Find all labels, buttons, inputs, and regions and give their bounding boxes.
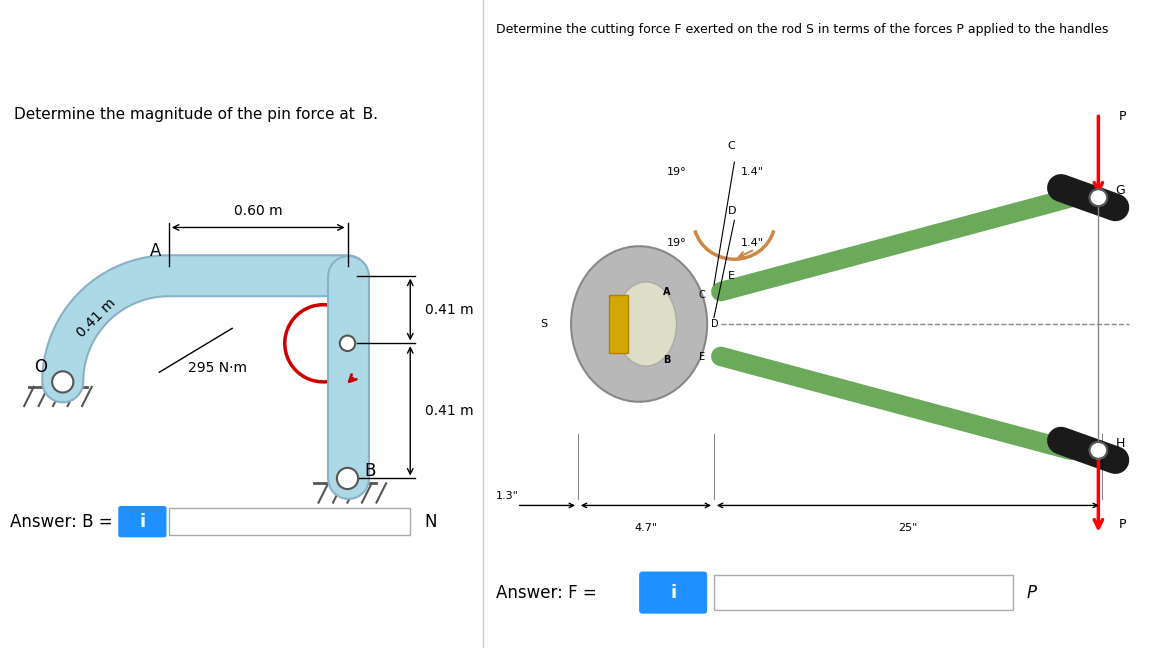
Text: i: i (670, 584, 676, 602)
Text: 1.4": 1.4" (741, 238, 764, 248)
Text: 1.3": 1.3" (497, 491, 519, 501)
Text: 0.41 m: 0.41 m (424, 303, 473, 316)
Circle shape (1090, 442, 1107, 459)
Text: 19°: 19° (666, 238, 686, 248)
Text: A: A (150, 242, 160, 260)
Text: D: D (711, 319, 719, 329)
Text: Answer: F =: Answer: F = (497, 584, 597, 602)
FancyBboxPatch shape (608, 295, 628, 353)
Text: Determine the cutting force F exerted on the rod S in terms of the forces P appl: Determine the cutting force F exerted on… (497, 23, 1108, 36)
Text: 1.4": 1.4" (741, 167, 764, 177)
Text: 25": 25" (898, 524, 918, 533)
Ellipse shape (571, 246, 707, 402)
Text: D: D (728, 206, 736, 216)
FancyBboxPatch shape (640, 572, 707, 614)
Text: i: i (140, 513, 145, 531)
Text: C: C (728, 141, 735, 151)
Text: 295 N·m: 295 N·m (188, 362, 248, 375)
Text: B: B (364, 462, 376, 480)
Text: O: O (34, 358, 47, 376)
Text: Answer: B =: Answer: B = (9, 513, 113, 531)
Text: B: B (663, 355, 670, 365)
FancyBboxPatch shape (714, 575, 1013, 610)
Text: A: A (663, 287, 670, 297)
Text: E: E (699, 352, 705, 362)
Ellipse shape (615, 282, 677, 366)
Circle shape (52, 371, 73, 393)
Text: Determine the magnitude of the pin force at  B.: Determine the magnitude of the pin force… (14, 107, 378, 122)
Text: N: N (424, 513, 437, 531)
Circle shape (340, 336, 355, 351)
Text: 19°: 19° (666, 167, 686, 177)
Text: 0.60 m: 0.60 m (234, 204, 283, 218)
Text: 0.41 m: 0.41 m (74, 296, 119, 340)
Text: H: H (1115, 437, 1125, 450)
FancyBboxPatch shape (169, 509, 411, 535)
Text: 4.7": 4.7" (634, 524, 657, 533)
FancyBboxPatch shape (119, 506, 166, 537)
Text: P: P (1027, 584, 1037, 602)
Text: P: P (1119, 518, 1126, 531)
Text: 0.41 m: 0.41 m (424, 404, 473, 418)
Text: S: S (541, 319, 548, 329)
Text: G: G (1115, 185, 1125, 198)
Text: E: E (728, 271, 735, 281)
Circle shape (1090, 189, 1107, 206)
Text: P: P (1119, 110, 1126, 123)
Text: C: C (699, 290, 706, 300)
Circle shape (337, 468, 358, 489)
